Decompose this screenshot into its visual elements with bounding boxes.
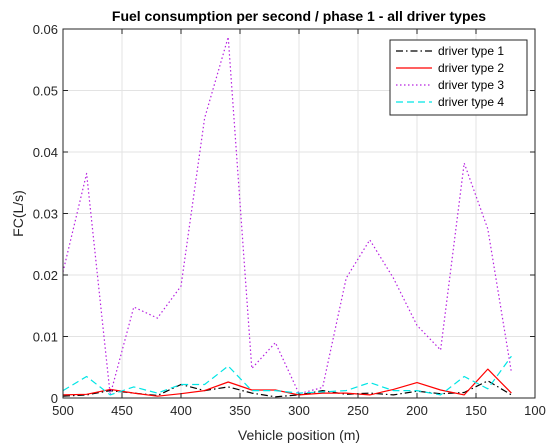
y-tick-label: 0.06: [33, 22, 58, 37]
x-tick-label: 350: [229, 403, 251, 418]
x-tick-label: 400: [170, 403, 192, 418]
legend-label-driver-type-4: driver type 4: [438, 95, 504, 109]
legend-label-driver-type-2: driver type 2: [438, 61, 504, 75]
series-line-driver-type-4: [62, 355, 512, 396]
x-axis-label: Vehicle position (m): [238, 427, 360, 443]
axis-ticks: 500 450 400 350 300 250 200 150 100 0 0.01 0.02 0.03…: [33, 22, 546, 418]
y-tick-label: 0.02: [33, 268, 58, 283]
x-tick-label: 250: [347, 403, 369, 418]
x-tick-label: 150: [465, 403, 487, 418]
x-tick-label: 500: [52, 403, 74, 418]
y-axis-label: FC(L/s): [10, 190, 26, 237]
chart-title: Fuel consumption per second / phase 1 - …: [112, 8, 486, 24]
legend: driver type 1 driver type 2 driver type 3 d…: [389, 39, 528, 116]
legend-label-driver-type-1: driver type 1: [438, 44, 504, 58]
series-layer: [62, 36, 512, 398]
x-tick-label: 300: [288, 403, 310, 418]
y-tick-label: 0.03: [33, 207, 58, 222]
x-tick-label: 450: [111, 403, 133, 418]
y-tick-label: 0.04: [33, 145, 58, 160]
y-tick-label: 0.05: [33, 84, 58, 99]
x-tick-label: 200: [406, 403, 428, 418]
y-tick-label: 0: [51, 391, 58, 406]
legend-label-driver-type-3: driver type 3: [438, 78, 504, 92]
x-tick-label: 100: [524, 403, 546, 418]
y-tick-label: 0.01: [33, 330, 58, 345]
